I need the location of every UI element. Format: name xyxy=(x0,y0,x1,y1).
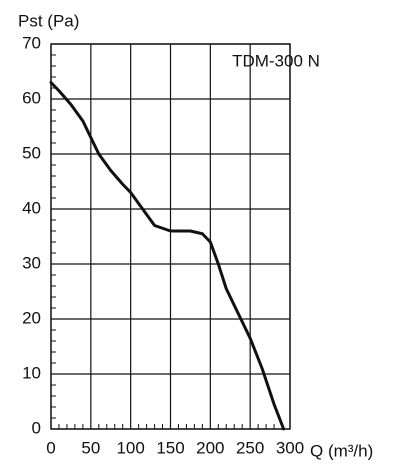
y-tick-label: 0 xyxy=(32,418,41,437)
y-tick-label: 30 xyxy=(22,253,41,272)
y-axis-label: Pst (Pa) xyxy=(18,11,79,30)
y-tick-label: 10 xyxy=(22,363,41,382)
fan-curve xyxy=(49,81,286,431)
y-tick-label: 20 xyxy=(22,308,41,327)
x-tick-label: 0 xyxy=(46,438,55,457)
x-tick-label: 300 xyxy=(276,438,304,457)
x-tick-label: 200 xyxy=(196,438,224,457)
x-tick-label: 250 xyxy=(236,438,264,457)
y-tick-label: 60 xyxy=(22,88,41,107)
y-tick-label: 70 xyxy=(22,33,41,52)
y-tick-label: 50 xyxy=(22,143,41,162)
annotation: TDM-300 N xyxy=(232,51,320,70)
y-tick-label: 40 xyxy=(22,198,41,217)
x-tick-label: 100 xyxy=(116,438,144,457)
x-tick-label: 50 xyxy=(81,438,100,457)
x-axis-label: Q (m³/h) xyxy=(310,441,373,460)
plot-frame xyxy=(50,43,291,430)
x-tick-label: 150 xyxy=(156,438,184,457)
